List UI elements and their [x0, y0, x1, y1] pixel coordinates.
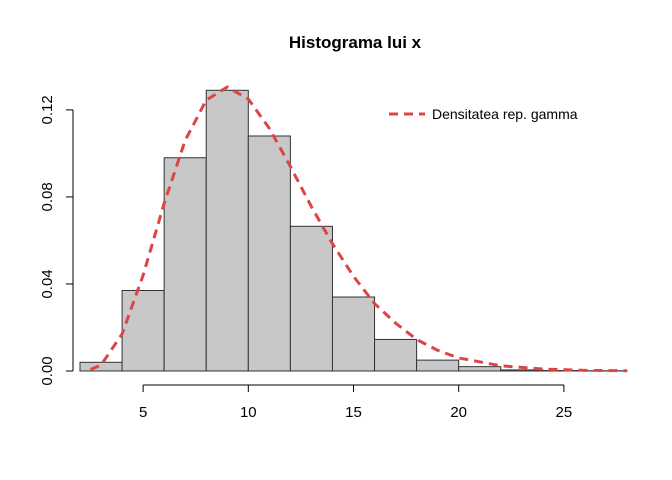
x-tick-label: 10	[240, 404, 257, 421]
histogram-bar	[374, 338, 418, 372]
histogram-bar	[416, 359, 460, 372]
histogram-bar	[205, 89, 249, 372]
histogram-bar	[458, 366, 502, 372]
histogram-bar	[331, 296, 376, 372]
histogram-bar	[121, 289, 165, 372]
y-tick-label: 0.00	[39, 356, 56, 385]
histogram-bar	[79, 361, 123, 372]
density-curve	[89, 85, 628, 373]
chart-title: Histograma lui x	[289, 33, 422, 52]
x-axis: 5 10 15 20 25	[139, 384, 573, 421]
histogram-bar	[289, 225, 333, 372]
x-tick-label: 20	[450, 404, 467, 421]
y-tick-label: 0.04	[39, 269, 56, 298]
legend: Densitatea rep. gamma	[389, 106, 578, 122]
histogram-bars	[79, 89, 628, 372]
y-tick-label: 0.08	[39, 182, 56, 211]
x-tick-label: 25	[556, 404, 573, 421]
y-axis: 0.00 0.04 0.08 0.12	[39, 95, 74, 386]
legend-label-density: Densitatea rep. gamma	[432, 106, 578, 122]
y-tick-label: 0.12	[39, 95, 56, 124]
histogram-bar	[163, 157, 207, 372]
histogram-bar	[500, 369, 544, 372]
density-curve-layer	[89, 85, 628, 373]
histogram-bar	[247, 135, 291, 372]
x-tick-label: 5	[139, 404, 147, 421]
x-tick-label: 15	[345, 404, 362, 421]
